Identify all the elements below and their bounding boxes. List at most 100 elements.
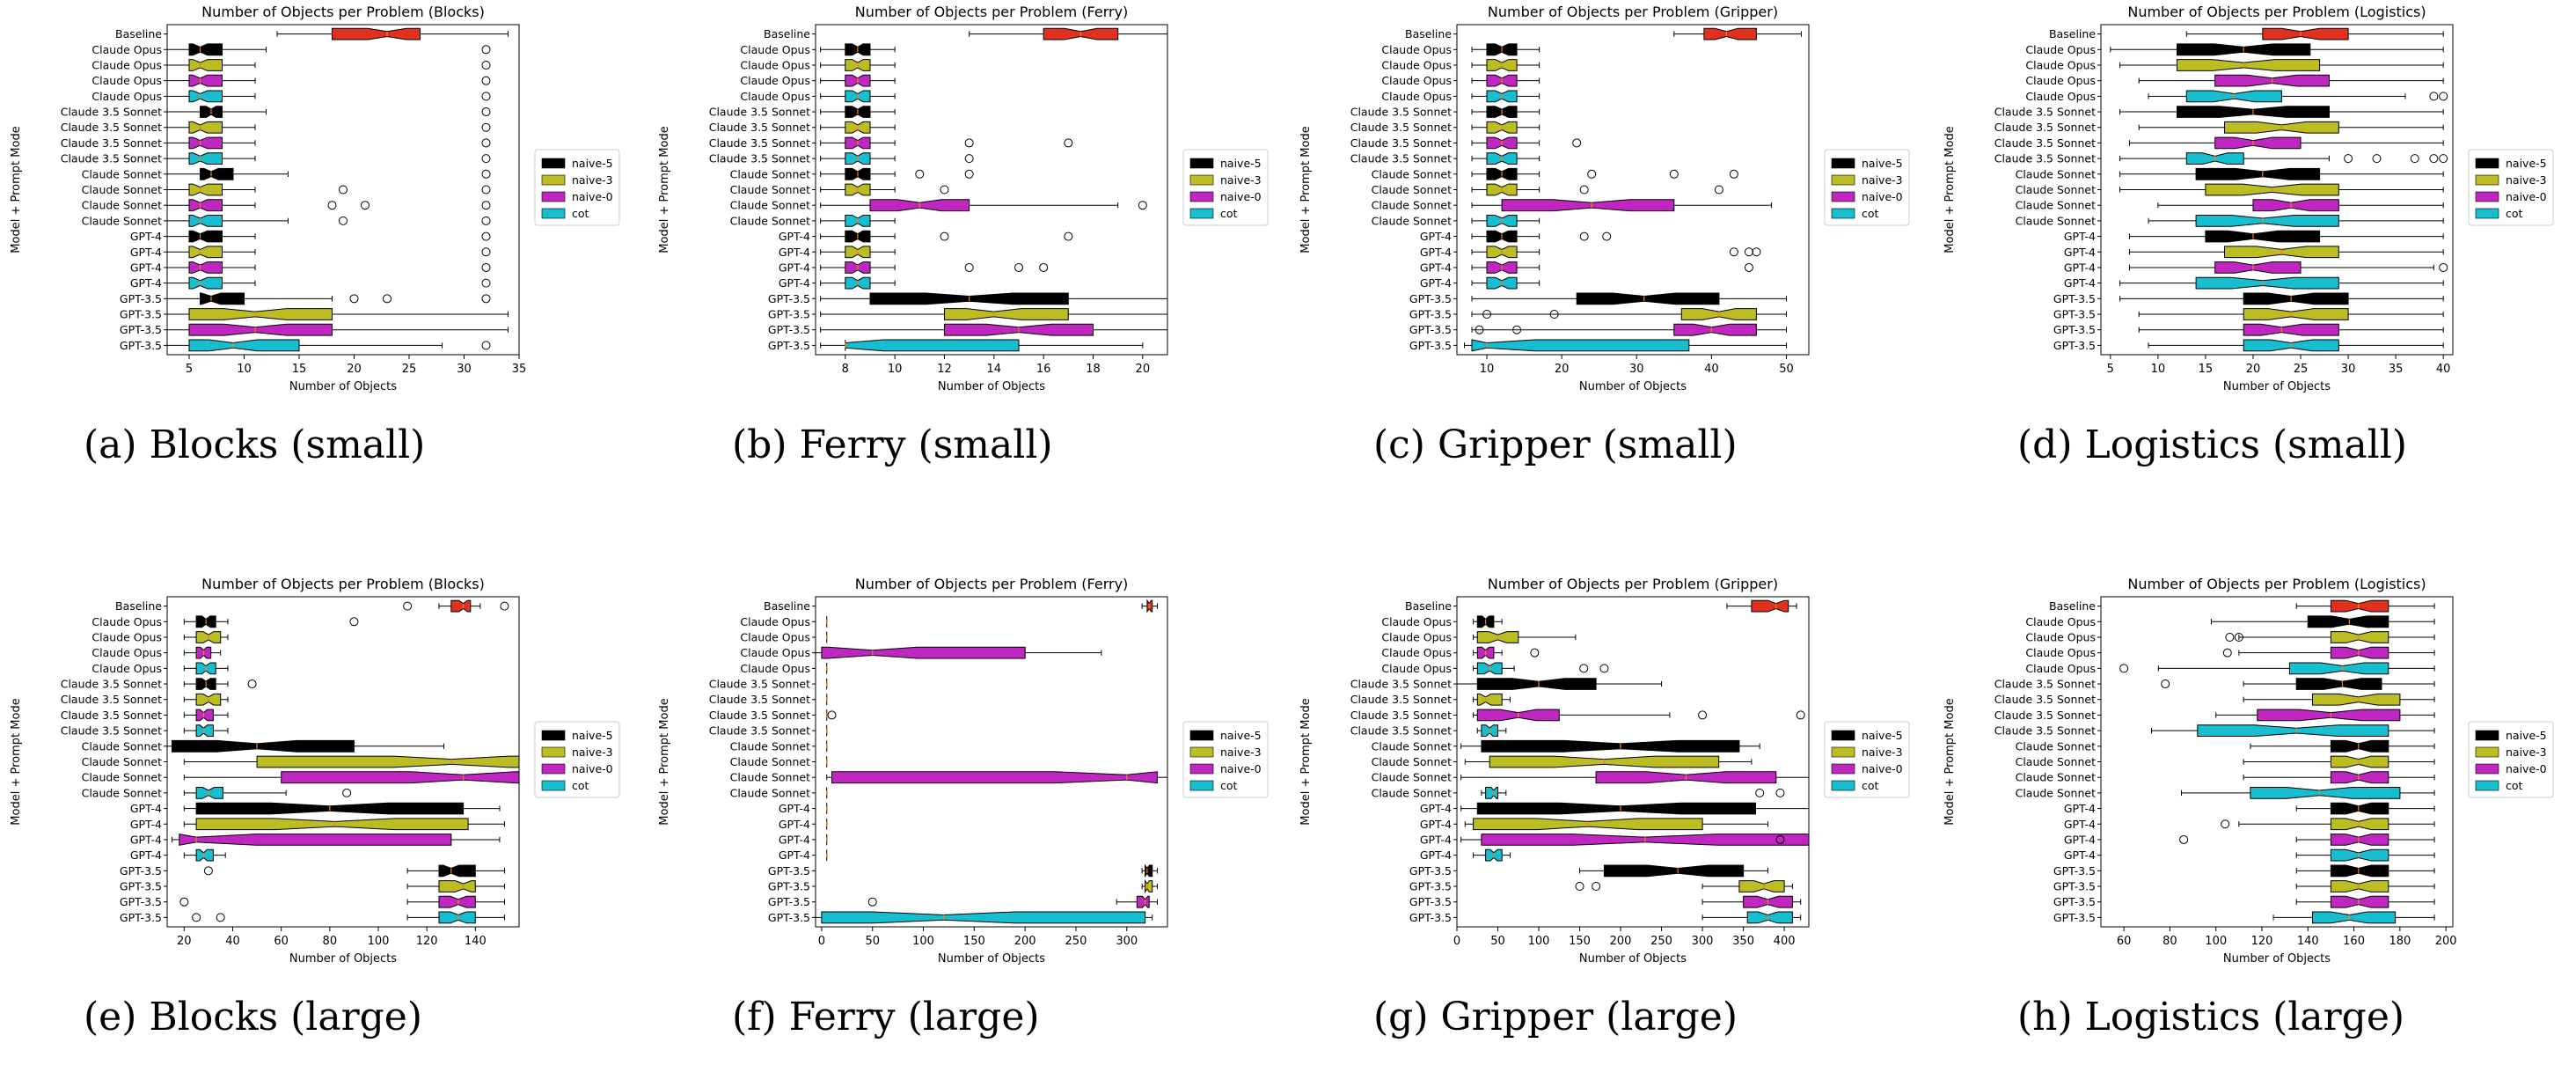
outlier-point: [1753, 248, 1760, 256]
box-plot: [2120, 168, 2444, 180]
row-label: Baseline: [1405, 599, 1452, 613]
legend-label: naive-0: [1220, 762, 1262, 775]
row-label: GPT-3.5: [768, 339, 810, 352]
y-axis-label: Model + Prompt Mode: [1299, 126, 1313, 253]
box-plot: [2239, 647, 2434, 658]
outlier-point: [482, 263, 490, 271]
legend-label: naive-5: [572, 729, 613, 742]
x-tick-label: 20: [347, 363, 362, 376]
row-label: GPT-3.5: [120, 308, 162, 321]
row-label: Claude 3.5 Sonnet: [709, 136, 810, 150]
x-tick-label: 5: [186, 363, 193, 376]
outlier-point: [204, 867, 212, 875]
box-plot: [407, 881, 504, 892]
row-label: Claude Sonnet: [730, 183, 810, 196]
row-label: GPT-4: [2064, 246, 2096, 259]
box-plot: [2111, 44, 2443, 55]
row-label: Claude 3.5 Sonnet: [1350, 106, 1452, 119]
box-plot: [167, 246, 255, 258]
chart-panel: Number of Objects per Problem (Gripper)B…: [1290, 0, 1932, 493]
row-label: Claude 3.5 Sonnet: [709, 121, 810, 134]
x-tick-label: 100: [2205, 935, 2227, 948]
box-plot: [1472, 91, 1540, 102]
row-label: Claude Sonnet: [2016, 167, 2096, 180]
x-tick-label: 30: [457, 363, 472, 376]
row-label: Claude Opus: [740, 662, 810, 675]
x-tick-label: 18: [1086, 363, 1101, 376]
row-label: GPT-4: [130, 261, 162, 274]
box-plot: [2182, 788, 2435, 799]
outlier-point: [868, 898, 876, 906]
row-label: GPT-3.5: [768, 308, 810, 321]
box-plot: [1472, 246, 1540, 258]
box-plot: [1472, 153, 1540, 165]
box-plot: [2120, 277, 2444, 289]
x-tick-label: 100: [368, 935, 390, 948]
row-label: Claude Sonnet: [730, 739, 810, 753]
row-label: Claude Opus: [740, 630, 810, 643]
panel-caption: (b) Ferry (small): [732, 422, 1053, 467]
x-tick-label: 120: [2251, 935, 2273, 948]
outlier-point: [1531, 649, 1539, 657]
box-plot: [2148, 91, 2405, 102]
row-label: Claude 3.5 Sonnet: [61, 678, 162, 691]
row-label: GPT-4: [1420, 246, 1452, 259]
row-label: GPT-4: [779, 848, 810, 862]
row-label: Claude 3.5 Sonnet: [61, 121, 162, 134]
row-label: GPT-3.5: [2053, 292, 2096, 305]
row-label: Claude Sonnet: [1372, 771, 1452, 784]
row-label: Claude Opus: [740, 58, 810, 71]
legend-label: naive-5: [2506, 157, 2547, 170]
box-plot: [167, 262, 255, 274]
box-plot: [2186, 28, 2443, 40]
y-axis-label: Model + Prompt Mode: [1943, 126, 1957, 253]
row-label: Claude Sonnet: [82, 786, 162, 799]
x-tick-label: 80: [323, 935, 338, 948]
legend-label: naive-5: [572, 157, 613, 170]
outlier-point: [1756, 789, 1764, 797]
box-plot: [2120, 60, 2444, 71]
box-plot: [407, 912, 504, 923]
row-label: GPT-4: [1420, 802, 1452, 815]
row-label: Claude Opus: [91, 58, 162, 71]
row-label: Claude 3.5 Sonnet: [709, 709, 810, 722]
box-plot: [816, 912, 1153, 923]
row-label: Baseline: [2049, 27, 2096, 40]
row-label: Claude Sonnet: [2016, 739, 2096, 753]
outlier-point: [343, 789, 351, 797]
box-plot: [167, 44, 267, 55]
box-plot: [167, 231, 255, 242]
x-tick-label: 250: [1650, 935, 1672, 948]
legend-label: cot: [572, 207, 589, 220]
outlier-point: [1745, 263, 1753, 271]
box-plot: [1116, 896, 1157, 907]
outlier-point: [1573, 139, 1581, 147]
row-label: GPT-3.5: [1409, 323, 1452, 336]
box-plot: [821, 106, 896, 118]
chart-panel: Number of Objects per Problem (Blocks)Ba…: [0, 572, 642, 1065]
row-label: GPT-4: [2064, 818, 2096, 831]
row-label: Claude 3.5 Sonnet: [1994, 709, 2096, 722]
row-label: Claude Opus: [1381, 43, 1452, 56]
box-plot: [184, 725, 228, 737]
box-plot: [816, 647, 1101, 658]
row-label: Claude Opus: [91, 646, 162, 659]
box-plot: [439, 600, 480, 612]
row-label: GPT-4: [779, 246, 810, 259]
legend-swatch: [2476, 158, 2499, 168]
chart-svg: Number of Objects per Problem (Logistics…: [1934, 0, 2576, 405]
x-tick-label: 150: [1569, 935, 1591, 948]
legend-label: naive-0: [1220, 190, 1262, 203]
x-tick-label: 250: [1065, 935, 1087, 948]
x-tick-label: 30: [2341, 363, 2356, 376]
legend-label: naive-0: [1862, 762, 1903, 775]
row-label: Claude 3.5 Sonnet: [61, 693, 162, 706]
box-plot: [2296, 600, 2434, 612]
row-label: GPT-3.5: [1409, 911, 1452, 924]
chart-svg: Number of Objects per Problem (Ferry)Bas…: [648, 572, 1291, 977]
x-tick-label: 150: [963, 935, 985, 948]
box-plot: [167, 309, 509, 320]
box-plot: [2296, 881, 2434, 892]
x-tick-label: 20: [1555, 363, 1570, 376]
